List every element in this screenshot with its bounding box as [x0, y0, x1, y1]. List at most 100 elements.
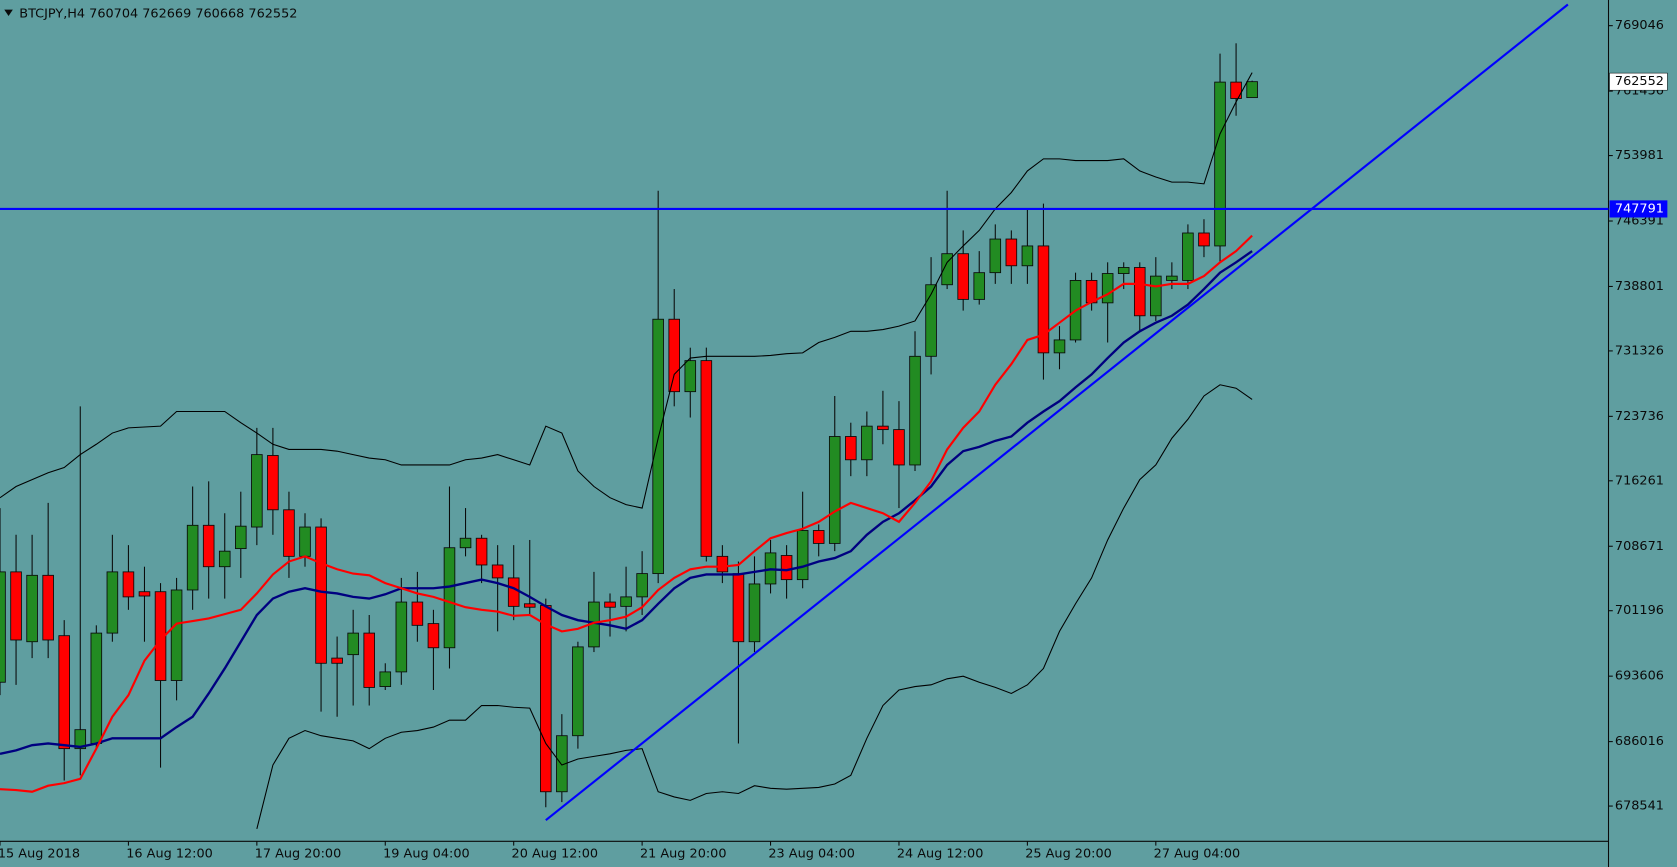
candle-body: [1117, 267, 1130, 274]
x-tick-label: 17 Aug 20:00: [255, 847, 342, 862]
candle-body: [74, 729, 87, 750]
candle-body: [925, 284, 937, 357]
candle-body: [267, 455, 279, 511]
candle-body: [0, 571, 6, 683]
price-label-box: [1609, 72, 1668, 91]
candle-body: [202, 524, 215, 568]
indicator-line: [0, 72, 1253, 509]
y-tick-label: 701196: [1615, 603, 1664, 618]
candle-body: [218, 550, 231, 568]
y-tick-label: 731326: [1615, 343, 1664, 358]
candle-body: [877, 425, 889, 431]
x-tick-label: 23 Aug 04:00: [768, 847, 855, 862]
candle-body: [796, 530, 809, 581]
candle-body: [1037, 245, 1050, 354]
level-label-box: [1609, 200, 1668, 218]
candle-body: [170, 589, 183, 681]
candle-body: [491, 564, 504, 579]
candle-body: [1021, 245, 1034, 267]
candle-body: [1246, 81, 1258, 99]
y-tick-label: 769046: [1615, 18, 1664, 33]
candle-body: [1053, 339, 1066, 354]
candle-body: [138, 591, 151, 597]
candle-body: [459, 537, 472, 549]
x-tick-label: 21 Aug 20:00: [640, 847, 727, 862]
indicator-line: [0, 250, 1253, 755]
x-tick-label: 27 Aug 04:00: [1154, 847, 1241, 862]
candle-body: [379, 671, 392, 687]
candle-body: [475, 537, 488, 566]
candle-body: [861, 425, 873, 461]
candle-body: [828, 436, 841, 544]
candle-body: [523, 603, 536, 608]
candle-body: [1101, 273, 1114, 304]
level-label: 747791: [1615, 201, 1664, 216]
candle-body: [90, 632, 103, 744]
candle-body: [1182, 232, 1194, 281]
candle-body: [989, 238, 1002, 274]
y-tick-label: 686016: [1615, 734, 1664, 749]
y-tick-label: 693606: [1615, 669, 1664, 684]
candle-body: [732, 573, 745, 643]
candle-body: [122, 571, 135, 598]
candle-body: [1214, 81, 1226, 247]
candle-body: [26, 574, 38, 643]
candle-body: [1133, 267, 1146, 317]
candle-body: [347, 632, 359, 656]
y-tick-label: 716261: [1615, 473, 1664, 488]
menu-triangle[interactable]: [4, 9, 13, 17]
x-tick-label: 24 Aug 12:00: [897, 847, 984, 862]
candle-body: [845, 436, 857, 461]
candle-body: [315, 526, 327, 664]
x-tick-label: 20 Aug 12:00: [512, 847, 599, 862]
x-tick-label: 16 Aug 12:00: [126, 847, 213, 862]
candle-body: [507, 577, 520, 607]
candle-body: [299, 526, 311, 557]
candle-body: [395, 601, 408, 673]
candle-body: [636, 573, 648, 598]
candle-body: [684, 360, 697, 393]
candle-body: [427, 623, 440, 649]
y-tick-label: 753981: [1615, 148, 1664, 163]
candle-body: [1198, 232, 1210, 247]
candle-body: [235, 525, 247, 550]
x-tick-label: 19 Aug 04:00: [383, 847, 470, 862]
y-tick-label: 738801: [1615, 279, 1664, 294]
chart-title: BTCJPY,H4 760704 762669 760668 762552: [19, 6, 297, 21]
candle-body: [700, 360, 713, 557]
candle-body: [652, 318, 664, 575]
y-tick-label: 678541: [1615, 799, 1664, 814]
x-tick-label: 25 Aug 20:00: [1025, 847, 1112, 862]
candle-body: [957, 253, 969, 300]
candle-body: [10, 571, 22, 641]
candle-body: [973, 272, 986, 300]
candle-body: [251, 454, 263, 528]
candle-body: [363, 632, 375, 688]
indicator-line: [0, 234, 1253, 793]
candle-body: [283, 509, 295, 557]
candle-body: [154, 591, 167, 681]
candle-body: [812, 530, 825, 544]
y-tick-label: 708671: [1615, 539, 1664, 554]
candle-body: [893, 429, 905, 466]
candle-body: [604, 601, 616, 608]
candle-body: [331, 657, 343, 664]
candle-body: [443, 547, 456, 649]
candle-body: [620, 596, 632, 607]
candle-body: [716, 555, 729, 573]
candle-body: [411, 601, 424, 626]
y-tick-label: 723736: [1615, 409, 1664, 424]
candle-body: [909, 355, 921, 466]
candle-body: [1166, 275, 1178, 281]
candle-body: [540, 605, 552, 793]
candle-body: [1005, 238, 1018, 267]
candle-body: [58, 635, 70, 750]
candle-body: [668, 318, 681, 393]
trend-line: [545, 3, 1569, 822]
candle-body: [186, 524, 199, 591]
candle-body: [941, 253, 953, 286]
candle-body: [556, 735, 568, 793]
